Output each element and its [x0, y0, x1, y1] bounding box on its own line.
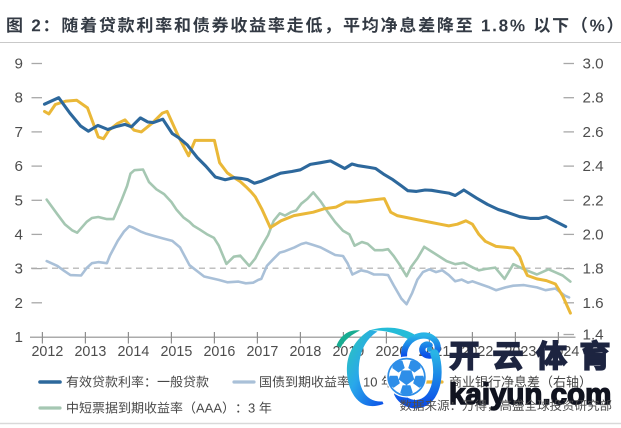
svg-text:4: 4 — [15, 226, 23, 243]
svg-text:2: 2 — [15, 295, 23, 312]
svg-text:2020: 2020 — [375, 344, 407, 360]
svg-text:2018: 2018 — [289, 344, 321, 360]
svg-text:2.4: 2.4 — [583, 158, 604, 175]
svg-text:kaiyun.com: kaiyun.com — [449, 378, 611, 411]
svg-text:2016: 2016 — [203, 344, 235, 360]
svg-text:1.4: 1.4 — [583, 327, 604, 344]
svg-text:2.0: 2.0 — [583, 226, 604, 243]
svg-text:1.6: 1.6 — [583, 295, 604, 312]
svg-text:2015: 2015 — [160, 344, 192, 360]
svg-text:3.0: 3.0 — [583, 56, 604, 73]
svg-text:2.8: 2.8 — [583, 90, 604, 107]
svg-text:7: 7 — [15, 124, 23, 141]
svg-text:2.6: 2.6 — [583, 124, 604, 141]
svg-text:1.8: 1.8 — [583, 261, 604, 278]
svg-text:2.2: 2.2 — [583, 192, 604, 209]
svg-text:2017: 2017 — [246, 344, 278, 360]
svg-text:3: 3 — [15, 261, 23, 278]
svg-text:6: 6 — [15, 158, 23, 175]
svg-text:2014: 2014 — [117, 344, 149, 360]
svg-text:9: 9 — [15, 56, 23, 73]
svg-text:5: 5 — [15, 192, 23, 209]
svg-text:1: 1 — [15, 329, 23, 346]
svg-text:2012: 2012 — [31, 344, 63, 360]
svg-text:8: 8 — [15, 90, 23, 107]
svg-text:2013: 2013 — [74, 344, 106, 360]
